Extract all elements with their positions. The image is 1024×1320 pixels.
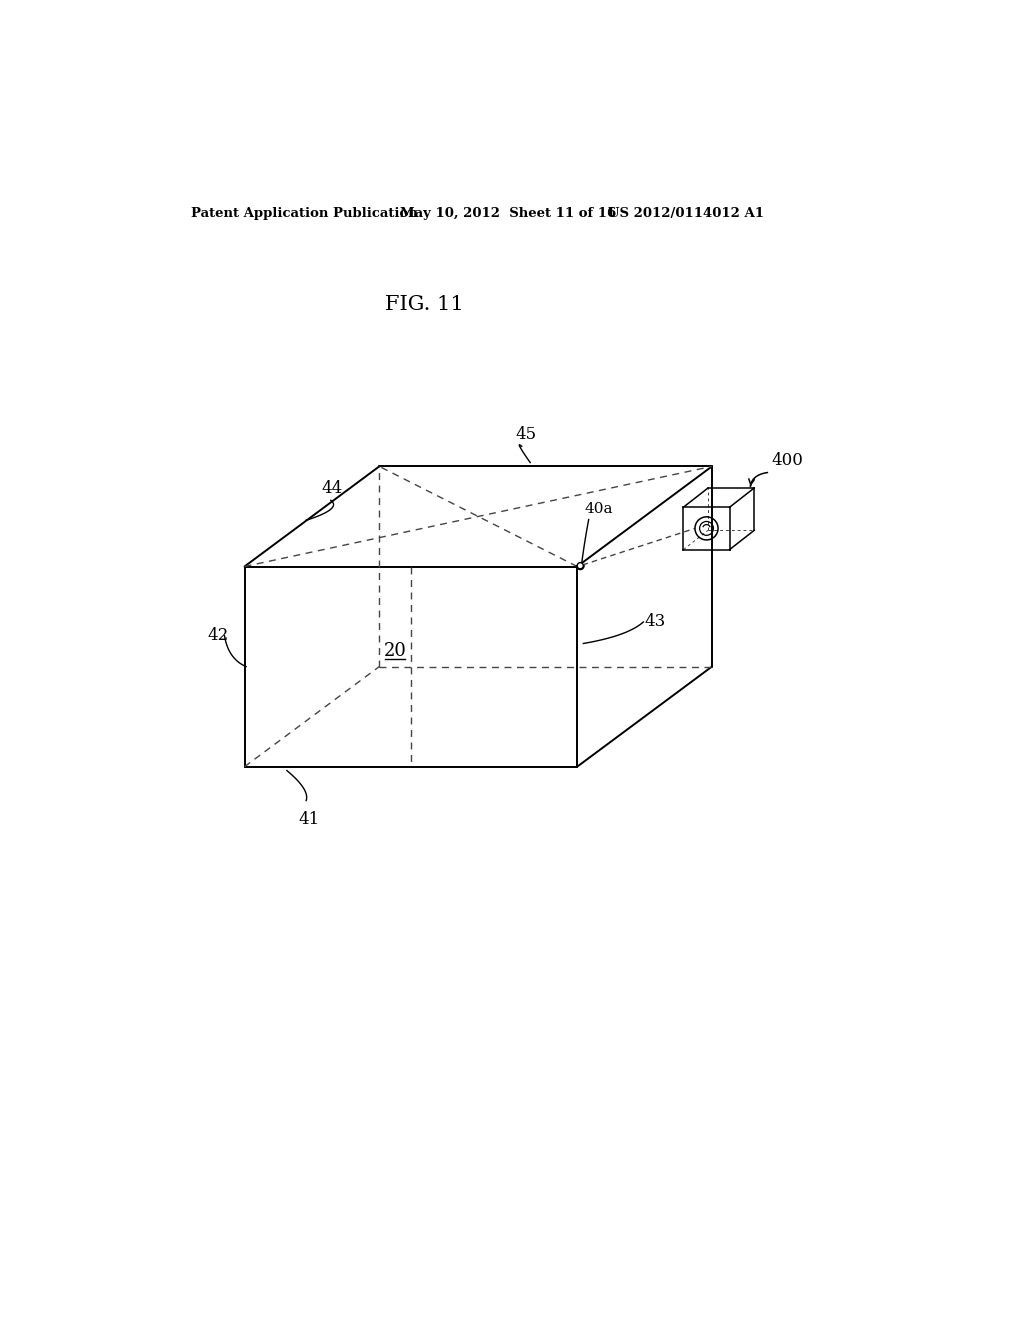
Text: 41: 41 bbox=[298, 812, 319, 829]
Text: 43: 43 bbox=[645, 614, 667, 631]
Text: 44: 44 bbox=[322, 480, 343, 498]
Text: FIG. 11: FIG. 11 bbox=[385, 296, 464, 314]
Text: 20: 20 bbox=[384, 643, 407, 660]
Text: May 10, 2012  Sheet 11 of 16: May 10, 2012 Sheet 11 of 16 bbox=[400, 207, 616, 220]
Text: 400: 400 bbox=[771, 453, 803, 470]
Text: Patent Application Publication: Patent Application Publication bbox=[190, 207, 418, 220]
Text: US 2012/0114012 A1: US 2012/0114012 A1 bbox=[608, 207, 764, 220]
Circle shape bbox=[578, 562, 584, 569]
Text: 40a: 40a bbox=[585, 503, 613, 516]
Text: 45: 45 bbox=[515, 426, 537, 444]
Text: 42: 42 bbox=[208, 627, 228, 644]
